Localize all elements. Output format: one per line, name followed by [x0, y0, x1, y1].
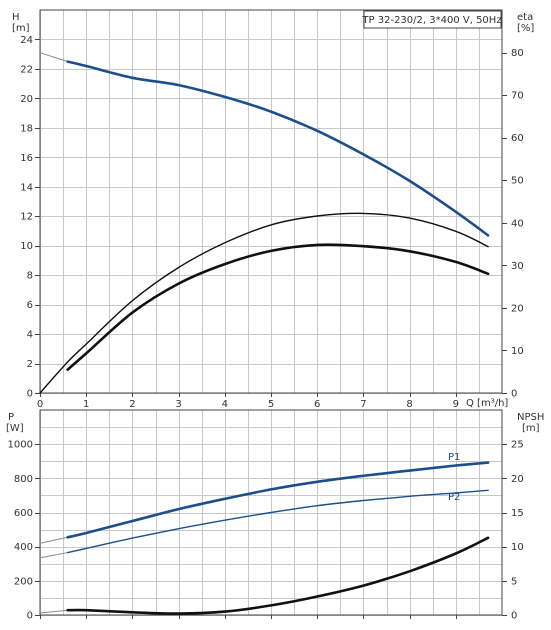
top-plot-grid — [40, 10, 502, 394]
top-y2-tick-label-40: 40 — [511, 218, 524, 229]
x-tick-label-3: 3 — [175, 399, 181, 410]
bottom-y-tick-label-1000: 1000 — [8, 440, 33, 451]
top-y2-tick-label-70: 70 — [511, 91, 524, 102]
bottom-y-tick-label-400: 400 — [14, 542, 33, 553]
bottom-right-axis-title: NPSH — [517, 412, 544, 423]
top-series-h-extrapolated — [39, 52, 68, 63]
x-tick-label-9: 9 — [453, 399, 459, 410]
top-y-tick-label-20: 20 — [20, 94, 33, 105]
top-y2-tick-label-0: 0 — [511, 389, 517, 400]
bottom-y2-tick-label-0: 0 — [511, 611, 517, 622]
x-axis-title: Q [m³/h] — [466, 398, 508, 409]
bottom-series-npsh-extrapolated — [39, 609, 68, 614]
top-y2-tick-label-60: 60 — [511, 133, 524, 144]
series-label-p1: P1 — [448, 452, 460, 463]
x-tick-label-0: 0 — [37, 399, 43, 410]
bottom-series-p2-line — [67, 489, 489, 554]
bottom-y2-tick-label-10: 10 — [511, 542, 524, 553]
top-y-tick-label-0: 0 — [27, 389, 33, 400]
top-series-eta-lower-line — [66, 243, 490, 371]
bottom-y-tick-label-800: 800 — [14, 474, 33, 485]
bottom-y-tick-label-200: 200 — [14, 576, 33, 587]
chart-title-box — [363, 10, 502, 29]
top-right-axis-title: eta — [517, 12, 533, 23]
top-y-tick-label-16: 16 — [20, 153, 33, 164]
top-y-tick-label-22: 22 — [20, 64, 33, 75]
top-y-tick-label-8: 8 — [27, 271, 33, 282]
top-y2-tick-label-10: 10 — [511, 346, 524, 357]
bottom-left-axis-unit: [W] — [6, 423, 24, 434]
bottom-y2-tick-label-20: 20 — [511, 474, 524, 485]
x-tick-label-8: 8 — [406, 399, 412, 410]
top-y-tick-label-10: 10 — [20, 241, 33, 252]
top-y2-tick-label-80: 80 — [511, 48, 524, 59]
x-tick-label-1: 1 — [83, 399, 89, 410]
bottom-left-axis-title: P — [8, 412, 14, 423]
top-y2-tick-label-20: 20 — [511, 303, 524, 314]
bottom-plot-grid — [40, 410, 502, 616]
chart-title: TP 32-230/2, 3*400 V, 50Hz — [361, 15, 501, 26]
bottom-plot-series — [39, 461, 490, 615]
top-y-tick-label-2: 2 — [27, 359, 33, 370]
bottom-y2-tick-label-15: 15 — [511, 508, 524, 519]
top-y-tick-label-14: 14 — [20, 182, 33, 193]
top-y2-tick-label-30: 30 — [511, 261, 524, 272]
x-tick-label-6: 6 — [314, 399, 320, 410]
top-y-tick-label-6: 6 — [27, 300, 33, 311]
bottom-y2-tick-label-5: 5 — [511, 576, 517, 587]
top-y-tick-label-18: 18 — [20, 123, 33, 134]
bottom-series-npsh-line — [66, 536, 490, 615]
top-left-axis-unit: [m] — [12, 23, 30, 34]
top-y-tick-label-4: 4 — [27, 330, 33, 341]
top-y-tick-label-12: 12 — [20, 212, 33, 223]
top-y2-tick-label-50: 50 — [511, 176, 524, 187]
bottom-plot-ticks: 0 200 400 600 800 1000 0 5 10 15 20 25 — [8, 440, 524, 622]
x-tick-label-4: 4 — [222, 399, 228, 410]
bottom-right-axis-unit: [m] — [522, 423, 540, 434]
bottom-series-p2-extrapolated — [39, 552, 68, 559]
bottom-y-tick-label-600: 600 — [14, 508, 33, 519]
bottom-series-p1-extrapolated — [39, 536, 68, 544]
x-tick-label-2: 2 — [129, 399, 135, 410]
series-label-p2: P2 — [448, 492, 460, 503]
x-tick-label-7: 7 — [360, 399, 366, 410]
top-plot-ticks: 0 1 2 3 4 5 6 7 8 9024681012141618202224010203040… — [20, 35, 523, 410]
bottom-series-p1-line — [66, 461, 490, 539]
x-tick-label-5: 5 — [268, 399, 274, 410]
bottom-y2-tick-label-25: 25 — [511, 440, 524, 451]
top-series-h-line — [66, 60, 490, 237]
top-series-eta-upper-line — [39, 212, 489, 394]
top-right-axis-unit: [%] — [517, 23, 534, 34]
top-plot-series — [39, 52, 490, 394]
bottom-y-tick-label-0: 0 — [27, 611, 33, 622]
top-y-tick-label-24: 24 — [20, 35, 33, 46]
top-left-axis-title: H — [12, 12, 20, 23]
